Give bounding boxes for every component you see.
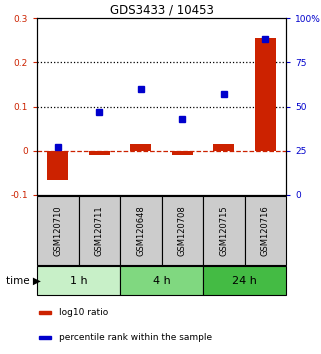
Text: percentile rank within the sample: percentile rank within the sample xyxy=(59,332,212,342)
Text: 4 h: 4 h xyxy=(152,275,170,285)
Bar xyxy=(37,196,79,265)
Bar xyxy=(79,196,120,265)
Bar xyxy=(203,266,286,295)
Bar xyxy=(120,266,203,295)
Text: GSM120715: GSM120715 xyxy=(219,205,228,256)
Bar xyxy=(203,196,245,265)
Text: 24 h: 24 h xyxy=(232,275,257,285)
Bar xyxy=(39,311,51,314)
Bar xyxy=(130,144,151,151)
Bar xyxy=(213,144,234,151)
Bar xyxy=(255,38,276,151)
Bar xyxy=(245,196,286,265)
Text: GSM120710: GSM120710 xyxy=(53,205,62,256)
Bar xyxy=(37,266,120,295)
Bar xyxy=(120,196,161,265)
Bar xyxy=(161,196,203,265)
Text: GSM120708: GSM120708 xyxy=(178,205,187,256)
Text: GSM120648: GSM120648 xyxy=(136,205,145,256)
Bar xyxy=(172,151,193,155)
Bar xyxy=(39,336,51,339)
Text: GSM120716: GSM120716 xyxy=(261,205,270,256)
Bar xyxy=(89,151,110,155)
Text: time ▶: time ▶ xyxy=(6,275,41,285)
Text: log10 ratio: log10 ratio xyxy=(59,308,108,316)
Text: GSM120711: GSM120711 xyxy=(95,205,104,256)
Title: GDS3433 / 10453: GDS3433 / 10453 xyxy=(109,4,213,17)
Text: 1 h: 1 h xyxy=(70,275,87,285)
Bar xyxy=(48,151,68,179)
